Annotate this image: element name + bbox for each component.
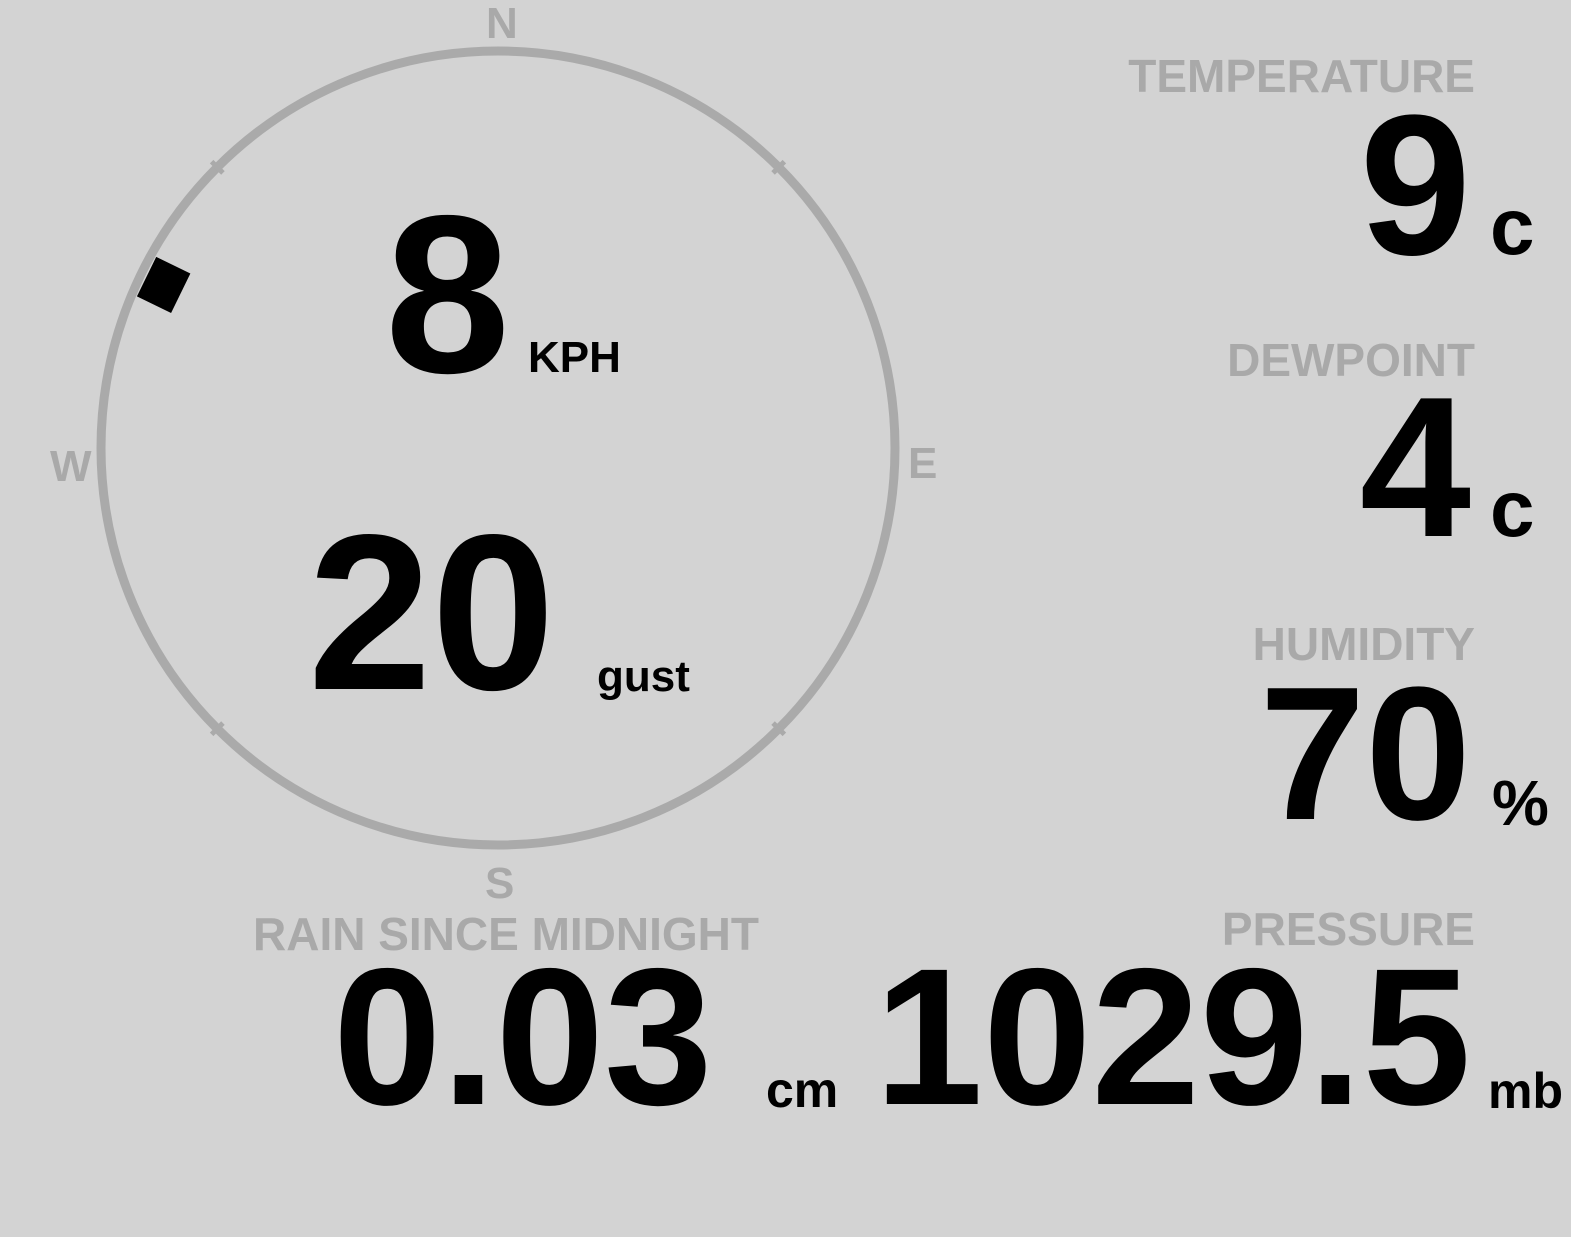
- compass-west: W: [50, 442, 92, 491]
- rain-label: RAIN SINCE MIDNIGHT: [253, 908, 759, 960]
- humidity-value: 70: [1259, 648, 1471, 860]
- dewpoint-unit: c: [1490, 464, 1535, 553]
- compass-south: S: [485, 859, 515, 908]
- dewpoint-value: 4: [1359, 356, 1471, 579]
- dewpoint-label: DEWPOINT: [1227, 334, 1475, 386]
- wind-speed-unit: KPH: [528, 333, 621, 382]
- pressure-unit: mb: [1488, 1063, 1563, 1119]
- rain-value: 0.03: [333, 928, 713, 1146]
- temperature-label: TEMPERATURE: [1128, 50, 1475, 102]
- compass-ring: [96, 46, 900, 850]
- compass-tick: [209, 721, 225, 737]
- pressure-value: 1029.5: [874, 928, 1471, 1146]
- pressure-label: PRESSURE: [1221, 903, 1475, 955]
- humidity-label: HUMIDITY: [1252, 618, 1475, 670]
- compass-tick: [771, 721, 787, 737]
- humidity-unit: %: [1492, 767, 1549, 839]
- temperature-unit: c: [1490, 182, 1535, 271]
- compass-north: N: [486, 0, 518, 48]
- temperature-value: 9: [1359, 74, 1471, 297]
- compass-east: E: [908, 439, 938, 488]
- rain-unit: cm: [766, 1062, 839, 1118]
- wind-direction-marker: [136, 256, 191, 314]
- wind-gust-value: 20: [308, 489, 555, 737]
- compass-ticks: [209, 159, 787, 737]
- wind-gust-label: gust: [597, 652, 690, 701]
- compass-tick: [209, 159, 225, 175]
- wind-speed-value: 8: [385, 168, 511, 420]
- compass-tick: [771, 159, 787, 175]
